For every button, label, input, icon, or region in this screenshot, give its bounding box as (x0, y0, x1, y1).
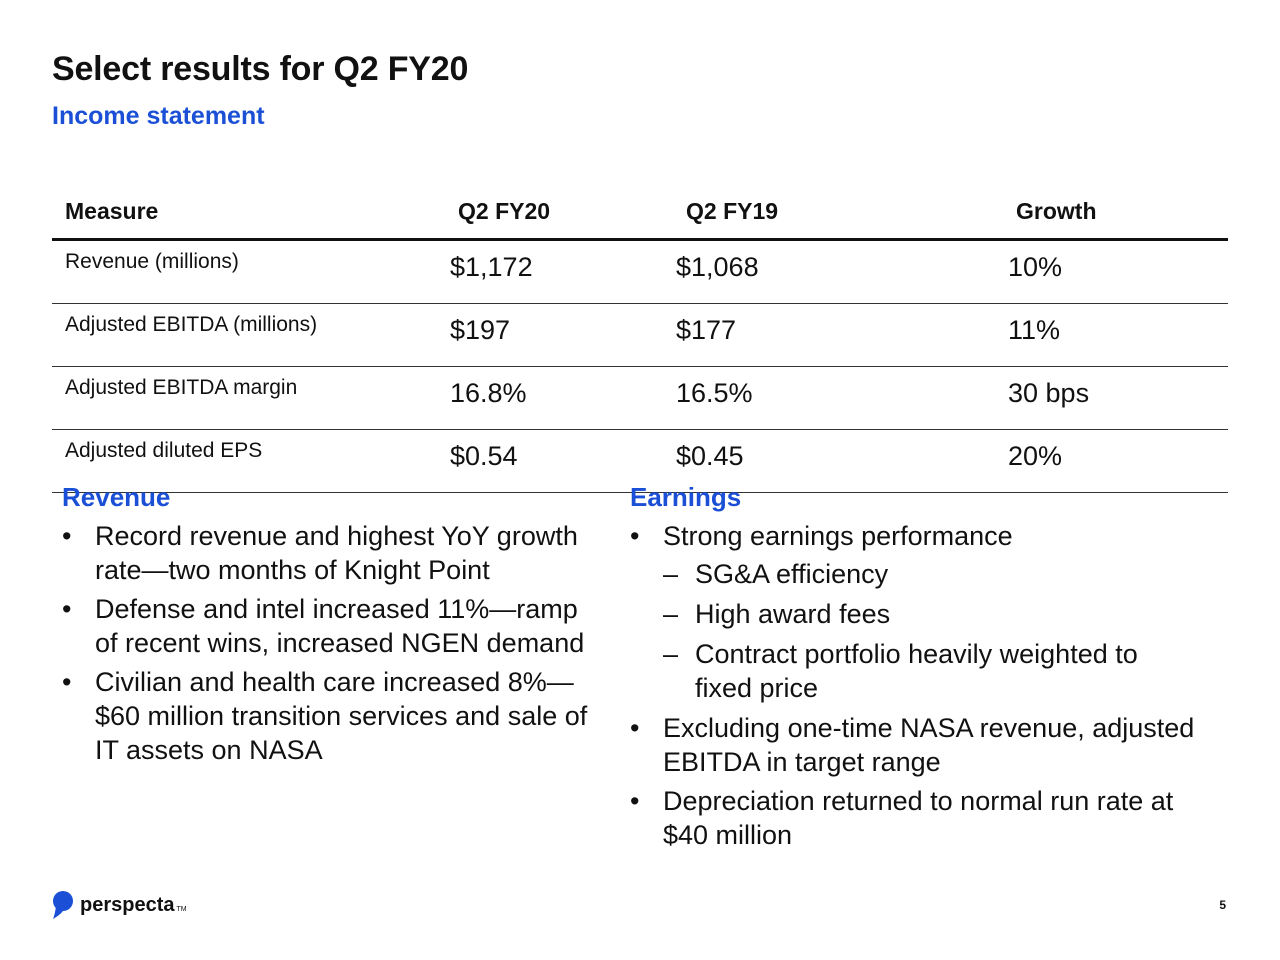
results-table: Measure Q2 FY20 Q2 FY19 Growth Revenue (… (52, 184, 1228, 493)
header-q2fy19: Q2 FY19 (676, 184, 1008, 241)
cell-growth: 30 bps (1008, 366, 1228, 430)
slide-title: Select results for Q2 FY20 (52, 50, 469, 88)
cell-growth: 10% (1008, 239, 1228, 304)
earnings-heading: Earnings (630, 482, 742, 512)
bullet-icon: • (62, 667, 72, 697)
cell-q2fy20: $1,172 (450, 239, 676, 304)
sub-list-item: – Contract portfolio heavily weighted to … (663, 639, 1138, 703)
list-item: • Civilian and health care increased 8%—$… (62, 667, 588, 765)
cell-measure: Revenue (millions) (52, 239, 450, 304)
perspecta-logo: perspecta TM (50, 890, 187, 920)
table-header-row: Measure Q2 FY20 Q2 FY19 Growth (52, 184, 1228, 241)
revenue-heading: Revenue (62, 482, 171, 512)
trademark-mark: TM (176, 905, 187, 913)
list-item: • Record revenue and highest YoY growth r… (62, 521, 578, 585)
perspecta-logo-icon (53, 891, 73, 919)
header-q2fy20: Q2 FY20 (450, 184, 676, 241)
cell-measure: Adjusted EBITDA margin (52, 366, 450, 430)
list-item: • Strong earnings performance – SG&A effic… (630, 519, 1200, 705)
revenue-bullet-list: • Record revenue and highest YoY growth r… (62, 519, 602, 772)
dash-icon: – (663, 559, 679, 589)
cell-growth: 20% (1008, 429, 1228, 493)
header-growth: Growth (1008, 184, 1228, 241)
cell-growth: 11% (1008, 303, 1228, 367)
cell-q2fy20: $0.54 (450, 429, 676, 493)
table-row: Adjusted EBITDA (millions) $197 $177 11% (52, 303, 1228, 367)
list-item: • Depreciation returned to normal run rat… (630, 786, 1174, 850)
bullet-icon: • (62, 594, 72, 624)
cell-q2fy19: $177 (676, 303, 1008, 367)
sub-list-item: – SG&A efficiency (663, 559, 889, 589)
page-number: 5 (1219, 898, 1226, 912)
table-row: Adjusted EBITDA margin 16.8% 16.5% 30 bp… (52, 366, 1228, 430)
cell-measure: Adjusted diluted EPS (52, 429, 450, 493)
header-measure: Measure (52, 184, 450, 241)
list-item: • Excluding one-time NASA revenue, adjust… (630, 713, 1195, 777)
earnings-sub-list: – SG&A efficiency – High award fees – Contr… (663, 557, 1200, 705)
dash-icon: – (663, 639, 679, 669)
cell-q2fy19: 16.5% (676, 366, 1008, 430)
bullet-icon: • (630, 521, 640, 551)
bullet-icon: • (62, 521, 72, 551)
list-item: • Defense and intel increased 11%—ramp of… (62, 594, 585, 658)
dash-icon: – (663, 599, 679, 629)
cell-measure: Adjusted EBITDA (millions) (52, 303, 450, 367)
logo-wordmark: perspecta (80, 893, 175, 916)
bullet-icon: • (630, 786, 640, 816)
cell-q2fy19: $0.45 (676, 429, 1008, 493)
cell-q2fy20: $197 (450, 303, 676, 367)
cell-q2fy19: $1,068 (676, 239, 1008, 304)
earnings-bullet-list: • Strong earnings performance – SG&A effic… (630, 519, 1200, 857)
bullet-icon: • (630, 713, 640, 743)
sub-list-item: – High award fees (663, 599, 891, 629)
slide-subtitle: Income statement (52, 102, 265, 130)
table-row: Revenue (millions) $1,172 $1,068 10% (52, 239, 1228, 304)
table-row: Adjusted diluted EPS $0.54 $0.45 20% (52, 429, 1228, 493)
cell-q2fy20: 16.8% (450, 366, 676, 430)
